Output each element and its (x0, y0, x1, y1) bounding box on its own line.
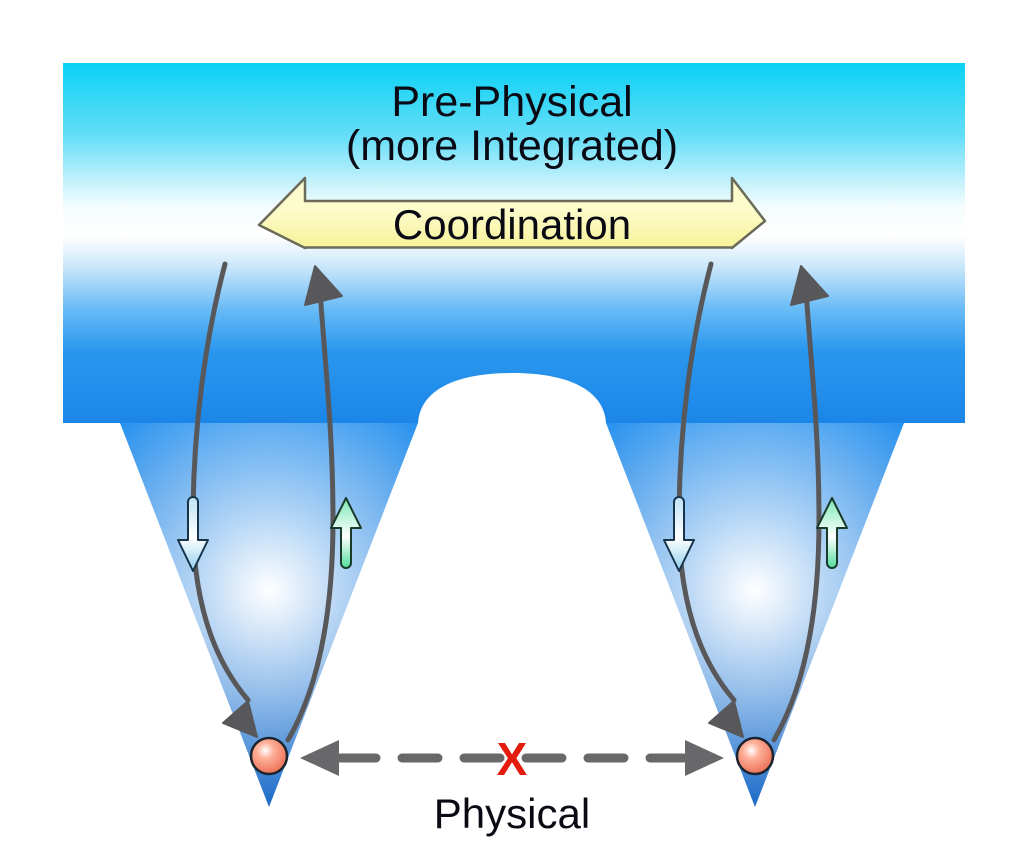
svg-text:X: X (497, 733, 528, 785)
svg-text:(more Integrated): (more Integrated) (346, 122, 678, 170)
svg-text:Coordination: Coordination (393, 201, 631, 248)
svg-text:Pre-Physical: Pre-Physical (391, 78, 632, 126)
svg-text:Physical: Physical (434, 790, 590, 837)
